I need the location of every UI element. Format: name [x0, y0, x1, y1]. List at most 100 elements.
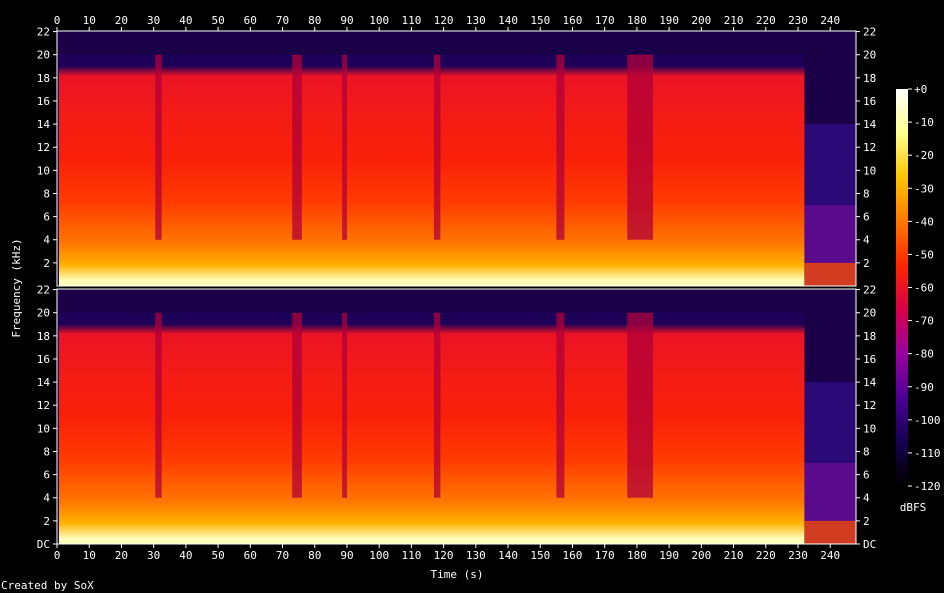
- quiet-passage-band: [342, 54, 347, 240]
- colorbar-tick-label: -10: [914, 116, 934, 129]
- x-tick-label: 50: [211, 14, 224, 27]
- y-tick-label: 16: [37, 95, 50, 108]
- y-tick-label: 18: [37, 72, 50, 85]
- spectrogram-energy-left: [59, 54, 805, 286]
- y-tick-label: 20: [863, 49, 876, 62]
- x-tick-label: 240: [820, 14, 840, 27]
- x-tick-label: 190: [659, 549, 679, 562]
- x-axis-label: Time (s): [431, 568, 484, 581]
- y-tick-label: 14: [863, 376, 877, 389]
- quiet-passage-band: [556, 54, 565, 240]
- quiet-passage-band: [155, 312, 162, 498]
- y-tick-label: 10: [863, 164, 876, 177]
- colorbar-tick-label: -30: [914, 182, 934, 195]
- x-tick-label: 140: [498, 14, 518, 27]
- y-tick-label: 4: [863, 234, 870, 247]
- quiet-passage-band: [627, 54, 654, 240]
- quiet-passage-band: [292, 312, 302, 498]
- colorbar-tick-label: -20: [914, 149, 934, 162]
- x-tick-label: 240: [820, 549, 840, 562]
- y-tick-label: 12: [863, 399, 876, 412]
- colorbar-unit-label: dBFS: [900, 501, 927, 514]
- colorbar-tick-label: -120: [914, 480, 941, 493]
- colorbar-gradient: [896, 89, 908, 486]
- x-tick-label: 130: [466, 14, 486, 27]
- x-tick-label: 230: [788, 14, 808, 27]
- panel-frame: [56, 288, 857, 545]
- x-tick-label: 100: [369, 14, 389, 27]
- x-tick-label: 150: [530, 549, 550, 562]
- y-tick-label: 18: [863, 72, 876, 85]
- y-tick-label: 8: [43, 187, 50, 200]
- x-tick-label: 10: [83, 549, 96, 562]
- y-tick-label: 18: [863, 330, 876, 343]
- x-tick-label: 40: [179, 549, 192, 562]
- x-tick-label: 20: [115, 14, 128, 27]
- y-tick-label: 14: [37, 376, 51, 389]
- y-tick-label: 22: [37, 284, 50, 297]
- y-tick-label: 6: [43, 469, 50, 482]
- x-tick-label: 170: [595, 14, 615, 27]
- x-tick-label: 150: [530, 14, 550, 27]
- colorbar-tick-label: -100: [914, 414, 941, 427]
- x-tick-label: 210: [724, 14, 744, 27]
- x-tick-label: 20: [115, 549, 128, 562]
- x-tick-label: 190: [659, 14, 679, 27]
- y-tick-label: 22: [863, 26, 876, 39]
- colorbar-tick-label: -90: [914, 381, 934, 394]
- y-tick-label: 16: [863, 95, 876, 108]
- spectrogram-panel-right-channel: [56, 288, 857, 545]
- x-tick-label: 130: [466, 549, 486, 562]
- x-tick-label: 10: [83, 14, 96, 27]
- y-tick-label: 4: [43, 234, 50, 247]
- y-tick-label: 12: [37, 141, 50, 154]
- y-tick-label: 14: [863, 118, 877, 131]
- x-tick-label: 90: [340, 14, 353, 27]
- y-tick-label: 8: [43, 445, 50, 458]
- x-tick-label: 110: [401, 14, 421, 27]
- x-tick-label: 80: [308, 549, 321, 562]
- y-tick-label: 20: [863, 307, 876, 320]
- y-tick-label: 2: [863, 515, 870, 528]
- y-axis-label: Frequency (kHz): [10, 238, 23, 337]
- x-tick-label: 60: [244, 549, 257, 562]
- y-tick-label: 2: [863, 257, 870, 270]
- y-tick-label: 4: [43, 492, 50, 505]
- y-tick-label: 14: [37, 118, 51, 131]
- x-tick-label: 80: [308, 14, 321, 27]
- x-tick-label: 70: [276, 14, 289, 27]
- y-tick-label: DC: [37, 538, 50, 551]
- colorbar-tick-label: -60: [914, 282, 934, 295]
- x-tick-label: 170: [595, 549, 615, 562]
- y-tick-label: 6: [863, 469, 870, 482]
- colorbar-tick-label: -110: [914, 447, 941, 460]
- quiet-passage-band: [627, 312, 654, 498]
- colorbar-legend: +0 -10 -20 -30 -40 -50 -60 -70 -80 -90 -100 -110 -12…: [896, 83, 941, 514]
- quiet-passage-band: [433, 54, 441, 240]
- y-tick-label: 12: [37, 399, 50, 412]
- x-tick-label: 50: [211, 549, 224, 562]
- x-axis-bottom: 0 10 20 30 40 50 60 70 80 90 100 110 120 130 140 150 160…: [54, 544, 840, 562]
- y-tick-label: 2: [43, 515, 50, 528]
- y-tick-label: 18: [37, 330, 50, 343]
- x-tick-label: 40: [179, 14, 192, 27]
- quiet-passage-band: [155, 54, 162, 240]
- colorbar-tick-label: -70: [914, 315, 934, 328]
- y-tick-label: 8: [863, 445, 870, 458]
- y-tick-label: 20: [37, 307, 50, 320]
- colorbar-tick-label: +0: [914, 83, 927, 96]
- y-tick-label: 4: [863, 492, 870, 505]
- x-tick-label: 200: [691, 14, 711, 27]
- y-tick-label: 6: [863, 211, 870, 224]
- spectrogram-tail-bass: [804, 520, 856, 544]
- x-tick-label: 70: [276, 549, 289, 562]
- x-tick-label: 120: [434, 14, 454, 27]
- quiet-passage-band: [433, 312, 441, 498]
- y-tick-label: DC: [863, 538, 876, 551]
- x-tick-label: 180: [627, 549, 647, 562]
- y-tick-label: 10: [37, 164, 50, 177]
- spectrogram-energy-right: [59, 312, 805, 544]
- x-tick-label: 140: [498, 549, 518, 562]
